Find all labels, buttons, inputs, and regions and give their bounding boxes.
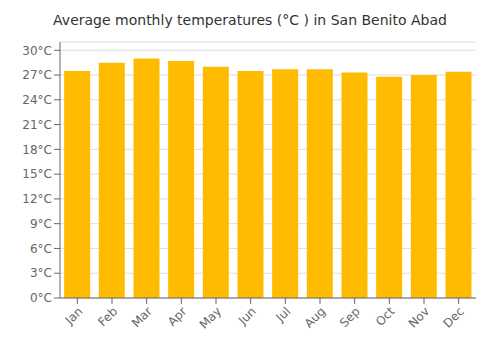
svg-text:Jul: Jul — [273, 304, 294, 325]
svg-text:Apr: Apr — [165, 304, 190, 329]
svg-text:6°C: 6°C — [30, 242, 52, 256]
svg-text:3°C: 3°C — [30, 266, 52, 280]
svg-text:Jun: Jun — [235, 304, 259, 328]
svg-text:9°C: 9°C — [30, 217, 52, 231]
svg-text:Oct: Oct — [373, 304, 398, 329]
svg-text:Feb: Feb — [95, 304, 120, 329]
svg-text:12°C: 12°C — [22, 192, 52, 206]
svg-text:18°C: 18°C — [22, 143, 52, 157]
svg-text:0°C: 0°C — [30, 291, 52, 305]
svg-text:Nov: Nov — [406, 304, 432, 330]
svg-text:21°C: 21°C — [22, 118, 52, 132]
svg-text:Dec: Dec — [440, 304, 466, 330]
svg-text:15°C: 15°C — [22, 167, 52, 181]
svg-text:27°C: 27°C — [22, 68, 52, 82]
html-text:Average monthly temperatures (: Average monthly temperatures (°C ) in Sa… — [53, 12, 447, 28]
svg-text:30°C: 30°C — [22, 44, 52, 58]
svg-text:24°C: 24°C — [22, 93, 52, 107]
svg-text:Mar: Mar — [129, 304, 155, 330]
svg-text:Jan: Jan — [62, 304, 86, 328]
svg-text:May: May — [197, 304, 224, 331]
svg-text:Aug: Aug — [302, 304, 328, 330]
svg-text:Sep: Sep — [337, 304, 363, 330]
